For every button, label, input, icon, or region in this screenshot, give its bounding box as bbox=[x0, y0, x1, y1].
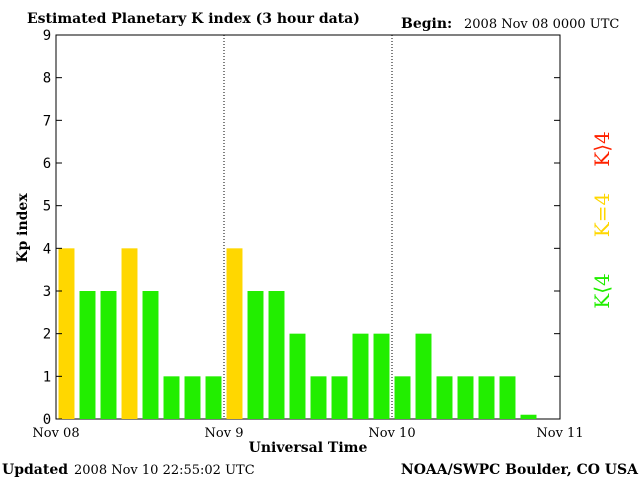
updated-label: Updated bbox=[2, 462, 68, 478]
y-tick-label: 2 bbox=[43, 327, 51, 343]
kp-bar bbox=[499, 376, 516, 419]
kp-bar bbox=[79, 291, 96, 419]
kp-bar bbox=[310, 376, 327, 419]
kp-bar bbox=[226, 248, 243, 419]
kp-bar bbox=[415, 333, 432, 419]
y-tick-label: 1 bbox=[43, 369, 51, 385]
begin-value: 2008 Nov 08 0000 UTC bbox=[464, 17, 619, 32]
updated-value: 2008 Nov 10 22:55:02 UTC bbox=[74, 463, 255, 478]
legend: K⟨4 K=4 K⟩4 bbox=[590, 131, 614, 308]
kp-bar bbox=[184, 376, 201, 419]
kp-bar bbox=[352, 333, 369, 419]
x-tick-label: Nov 9 bbox=[205, 426, 244, 441]
kp-bar bbox=[163, 376, 180, 419]
begin-label: Begin: bbox=[401, 16, 452, 32]
kp-bar bbox=[205, 376, 222, 419]
plot-frame bbox=[55, 34, 561, 420]
x-tick-label: Nov 11 bbox=[536, 426, 583, 441]
legend-entry: K⟩4 bbox=[590, 131, 614, 166]
y-axis-label: Kp index bbox=[15, 193, 31, 263]
kp-bar bbox=[100, 291, 117, 419]
legend-entry: K=4 bbox=[590, 193, 614, 237]
day-dividers bbox=[223, 35, 393, 419]
y-tick-label: 7 bbox=[43, 113, 51, 129]
chart-title: Estimated Planetary K index (3 hour data… bbox=[27, 11, 360, 27]
y-tick-label: 4 bbox=[43, 241, 51, 257]
kp-bar bbox=[478, 376, 495, 419]
kp-bar bbox=[142, 291, 159, 419]
y-tick-label: 5 bbox=[43, 199, 51, 215]
bars bbox=[58, 248, 537, 419]
x-axis-label: Universal Time bbox=[249, 440, 368, 456]
kp-bar bbox=[520, 414, 537, 419]
kp-bar bbox=[394, 376, 411, 419]
kp-bar bbox=[436, 376, 453, 419]
y-tick-label: 6 bbox=[43, 156, 51, 172]
x-tick-label: Nov 08 bbox=[32, 426, 79, 441]
kp-bar bbox=[268, 291, 285, 419]
y-ticks: 0 1 2 3 4 5 6 7 8 9 bbox=[43, 28, 560, 428]
source-credit: NOAA/SWPC Boulder, CO USA bbox=[401, 462, 639, 478]
legend-entry: K⟨4 bbox=[590, 273, 614, 308]
y-tick-label: 0 bbox=[43, 412, 51, 428]
kp-bar bbox=[121, 248, 138, 419]
kp-bar bbox=[457, 376, 474, 419]
kp-bar bbox=[373, 333, 390, 419]
kp-bar bbox=[331, 376, 348, 419]
y-tick-label: 9 bbox=[43, 28, 51, 44]
x-tick-label: Nov 10 bbox=[368, 426, 415, 441]
kp-bar bbox=[289, 333, 306, 419]
kp-bar bbox=[247, 291, 264, 419]
y-tick-label: 8 bbox=[43, 71, 51, 87]
y-tick-label: 3 bbox=[43, 284, 51, 300]
x-ticks: Nov 08 Nov 9 Nov 10 Nov 11 bbox=[32, 426, 583, 441]
kp-bar bbox=[58, 248, 75, 419]
